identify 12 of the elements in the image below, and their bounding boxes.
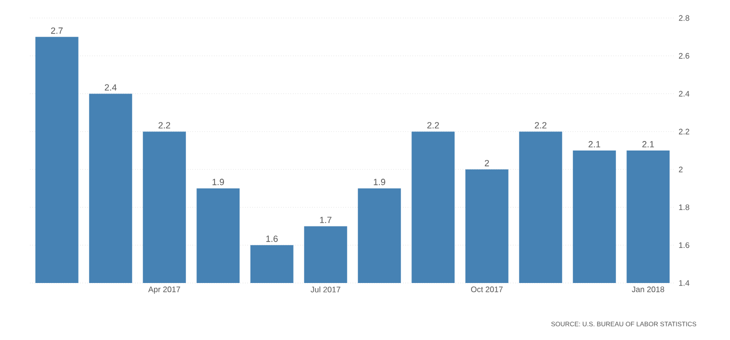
data-label: 2.4 [104,84,117,91]
data-label: 2.7 [51,27,63,34]
data-label: 1.7 [320,216,332,224]
data-label: 1.9 [212,178,224,186]
data-label: 2.1 [642,141,654,148]
data-label: 1.9 [374,178,386,186]
data-label: 2 [484,160,489,166]
data-label: 2.2 [158,122,170,128]
data-label: 2.2 [534,122,546,128]
data-label: 2.1 [588,141,600,148]
data-label: 2.2 [427,122,439,128]
data-label: 1.6 [266,236,278,242]
